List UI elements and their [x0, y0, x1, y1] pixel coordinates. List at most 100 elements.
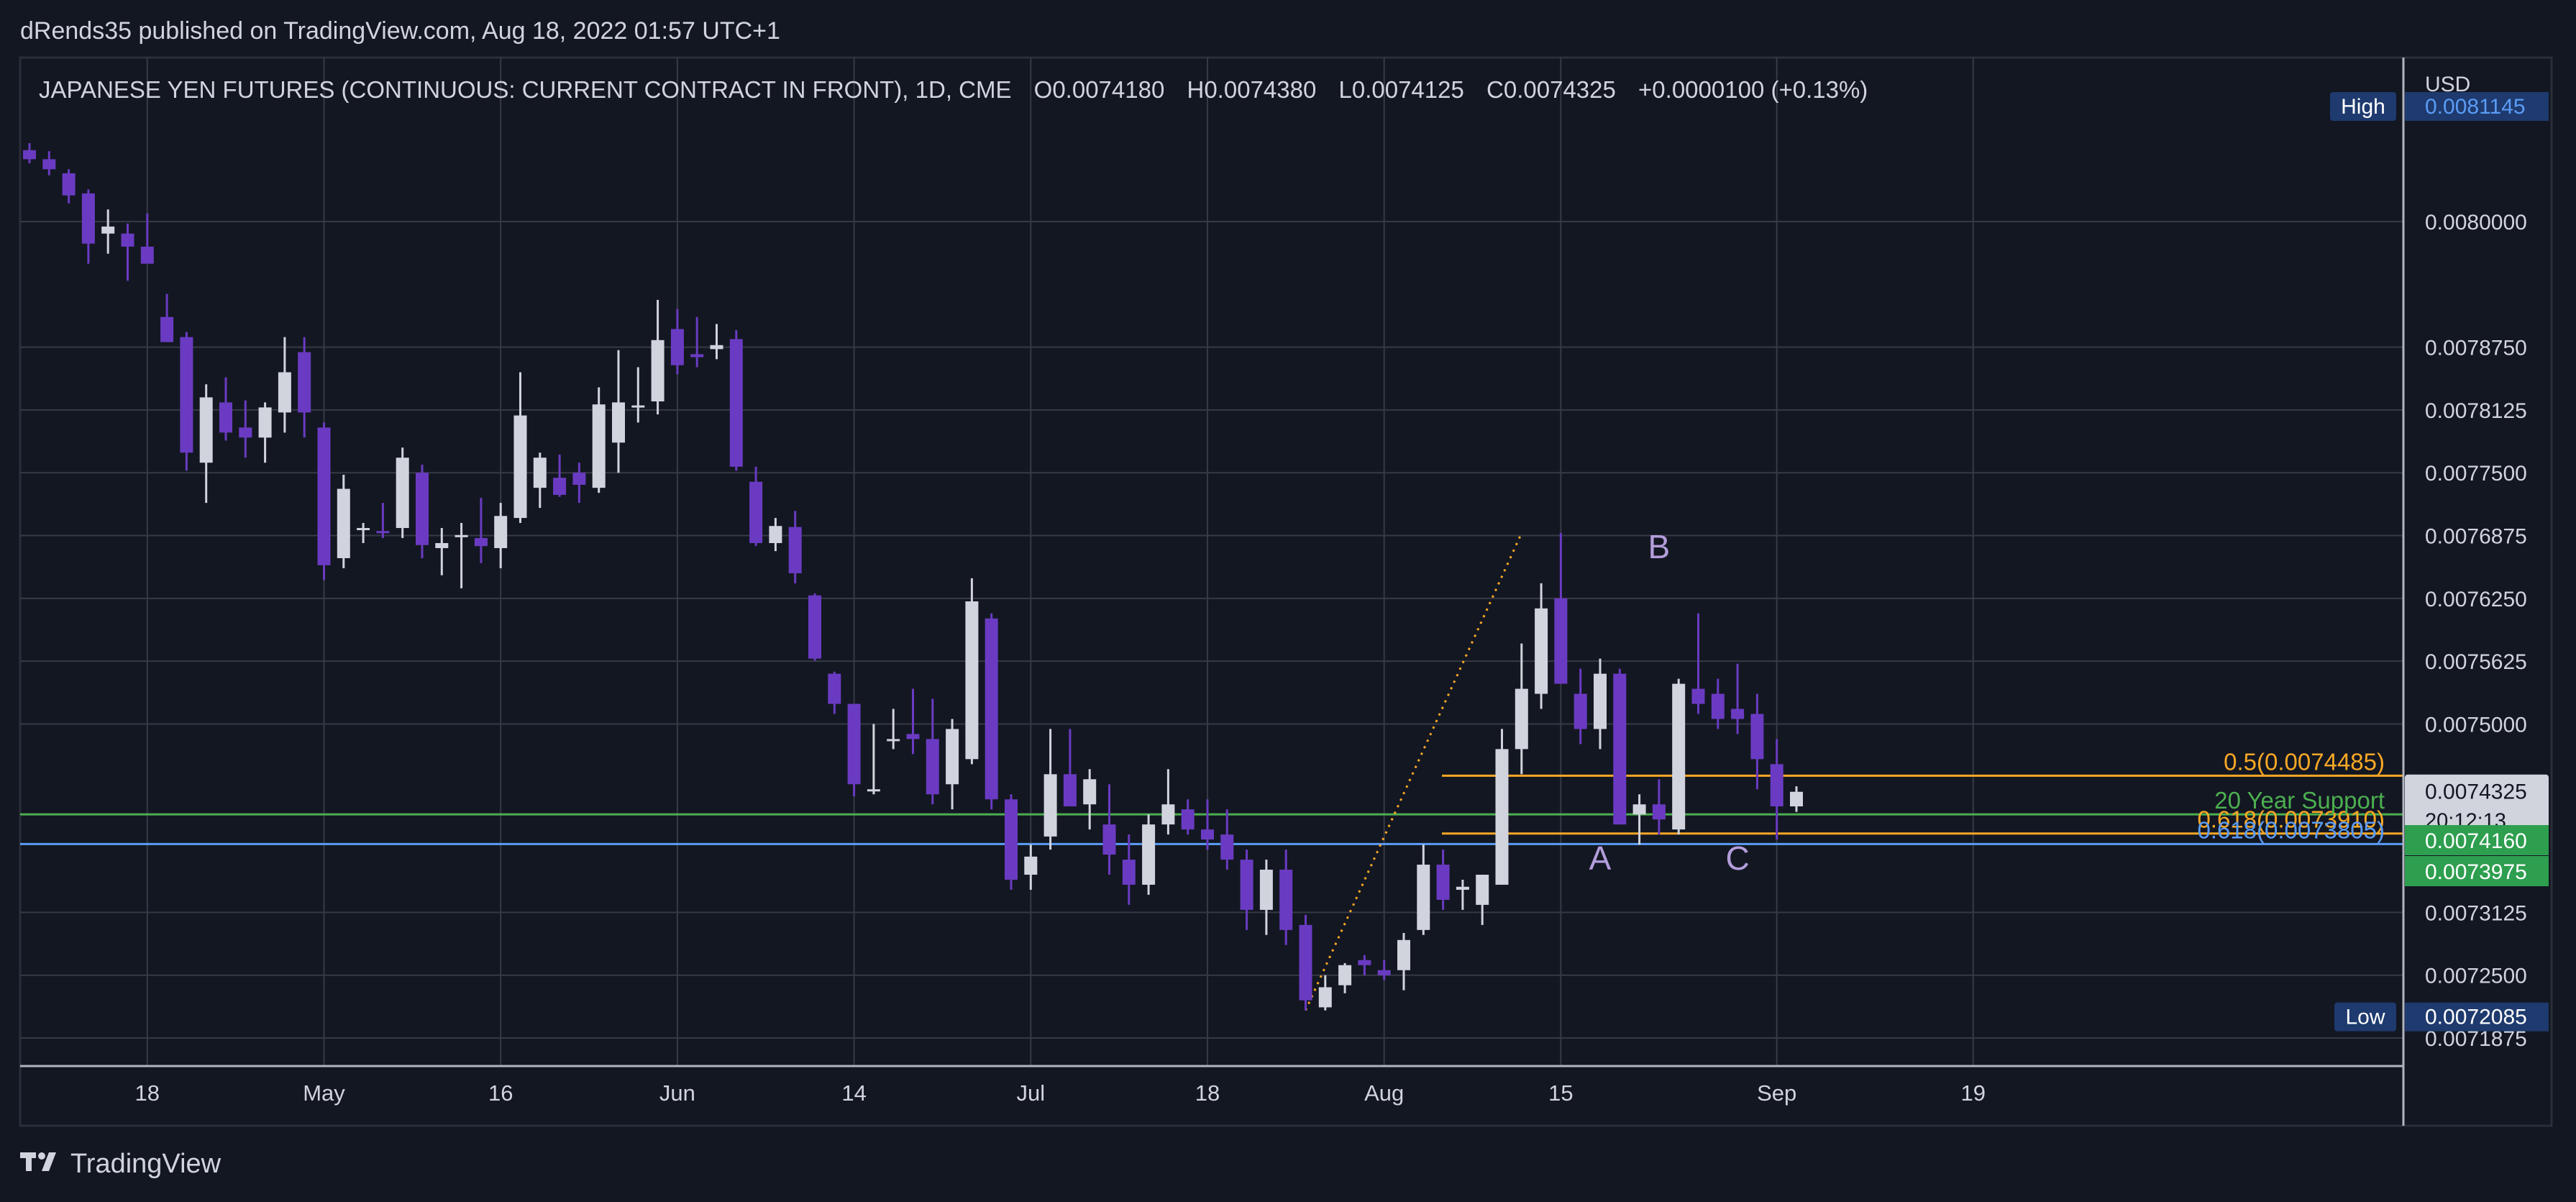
candle[interactable] [1554, 533, 1568, 684]
candle-body[interactable] [631, 405, 645, 408]
candle-body[interactable] [435, 542, 449, 548]
candle-body[interactable] [1142, 824, 1156, 885]
candle[interactable] [513, 372, 527, 524]
candle[interactable] [572, 463, 586, 504]
candle[interactable] [1672, 678, 1686, 835]
candle-body[interactable] [906, 734, 920, 739]
candle-body[interactable] [258, 407, 272, 438]
candle[interactable] [1024, 844, 1038, 890]
candle-body[interactable] [1495, 749, 1509, 885]
candle[interactable] [867, 724, 880, 795]
candle[interactable] [651, 299, 664, 415]
candle[interactable] [1574, 668, 1587, 745]
candle-body[interactable] [985, 618, 998, 800]
candle[interactable] [1005, 794, 1018, 890]
candle[interactable] [749, 466, 763, 547]
candle[interactable] [1436, 850, 1450, 910]
candle[interactable] [1515, 643, 1528, 775]
candle-body[interactable] [1005, 799, 1018, 880]
candle[interactable] [1711, 678, 1725, 729]
candle-body[interactable] [1338, 965, 1352, 985]
candle-body[interactable] [180, 337, 193, 453]
candle[interactable] [1417, 844, 1430, 935]
candle-body[interactable] [140, 246, 154, 264]
candle[interactable] [985, 613, 998, 810]
candle-body[interactable] [1554, 598, 1568, 684]
candle[interactable] [1043, 729, 1057, 850]
candle[interactable] [553, 455, 567, 497]
candle[interactable] [828, 671, 841, 714]
candle[interactable] [1063, 729, 1077, 806]
candle[interactable] [670, 309, 684, 375]
candle[interactable] [396, 447, 409, 539]
candle-body[interactable] [1161, 804, 1175, 825]
candle-body[interactable] [729, 339, 743, 467]
candle-body[interactable] [926, 739, 939, 795]
candle[interactable] [219, 377, 232, 441]
candle[interactable] [710, 324, 723, 360]
candle[interactable] [455, 523, 468, 588]
candle-body[interactable] [1181, 809, 1195, 830]
candle[interactable] [1358, 955, 1371, 975]
candle[interactable] [1142, 814, 1156, 895]
candle-body[interactable] [62, 173, 76, 196]
candle[interactable] [690, 317, 704, 368]
candle-body[interactable] [1770, 764, 1783, 806]
candle-body[interactable] [808, 595, 821, 659]
candle[interactable] [788, 511, 802, 583]
candle-body[interactable] [160, 317, 174, 342]
candle-body[interactable] [23, 150, 36, 160]
candle-body[interactable] [965, 601, 979, 760]
candle[interactable] [808, 593, 821, 661]
candle[interactable] [1201, 799, 1214, 850]
candle-body[interactable] [1318, 987, 1332, 1008]
candle[interactable] [1161, 769, 1175, 835]
footer-brand[interactable]: TradingView [70, 1149, 221, 1179]
candle-body[interactable] [1613, 673, 1627, 825]
candle[interactable] [906, 688, 920, 755]
candle-body[interactable] [1024, 856, 1038, 875]
tradingview-logo-icon[interactable] [20, 1152, 56, 1171]
candle-body[interactable] [1535, 608, 1548, 694]
candle-body[interactable] [376, 531, 390, 534]
candle[interactable] [1652, 779, 1666, 835]
candle[interactable] [1377, 960, 1391, 980]
candle-body[interactable] [887, 739, 900, 742]
candle[interactable] [729, 329, 743, 471]
candle-body[interactable] [1201, 829, 1214, 840]
candle-body[interactable] [1299, 924, 1312, 1001]
candle[interactable] [1613, 668, 1627, 825]
candle-body[interactable] [670, 329, 684, 365]
candle-body[interactable] [1083, 779, 1097, 805]
candle-body[interactable] [1358, 960, 1371, 965]
candle[interactable] [1318, 975, 1332, 1011]
candle-body[interactable] [357, 528, 370, 531]
candle-body[interactable] [219, 402, 232, 433]
candle-body[interactable] [1750, 714, 1764, 760]
time-axis[interactable]: 18 May 16 Jun 14 Jul 18 Aug 15 Sep 19 [135, 1080, 1986, 1106]
candle[interactable] [769, 518, 782, 552]
candle[interactable] [946, 719, 959, 810]
candle[interactable] [1632, 794, 1646, 845]
candle[interactable] [887, 709, 900, 750]
candle-body[interactable] [1574, 693, 1587, 729]
candle[interactable] [1476, 874, 1489, 925]
candle-body[interactable] [1790, 791, 1803, 806]
candle-body[interactable] [317, 427, 331, 565]
candle[interactable] [317, 422, 331, 580]
candle-body[interactable] [474, 538, 488, 547]
candle[interactable] [1102, 784, 1116, 875]
candle-body[interactable] [1102, 824, 1116, 855]
candle-body[interactable] [1672, 683, 1686, 830]
candle[interactable] [1731, 663, 1745, 734]
candle[interactable] [1750, 693, 1764, 790]
candle-body[interactable] [1515, 688, 1528, 750]
candle[interactable] [239, 400, 252, 458]
candles[interactable] [23, 142, 1803, 1011]
candle-body[interactable] [1456, 886, 1469, 890]
candle[interactable] [1790, 786, 1803, 812]
candle-body[interactable] [81, 193, 95, 244]
candle[interactable] [1181, 799, 1195, 835]
candle-body[interactable] [1043, 774, 1057, 837]
